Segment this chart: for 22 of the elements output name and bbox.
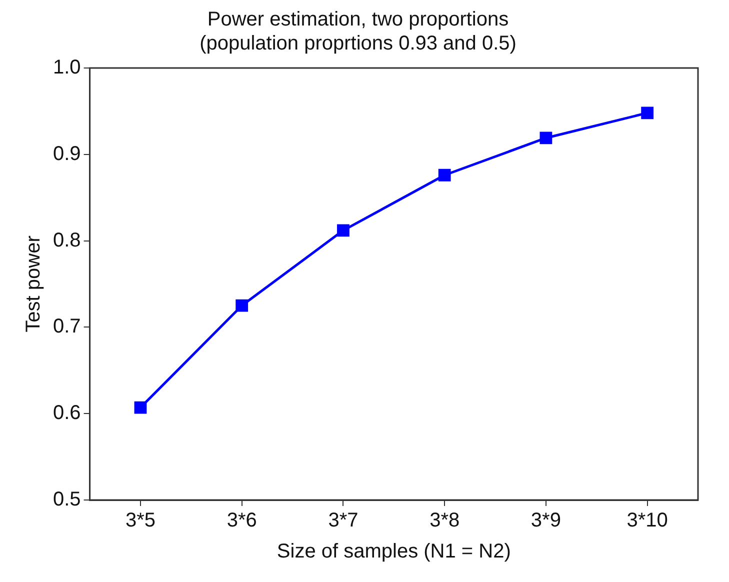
x-tick-label: 3*5: [125, 510, 156, 532]
text: (population proprtions 0.93 and 0.5): [200, 32, 516, 55]
x-tick-label: 3*6: [226, 510, 257, 532]
y-tick-label: 0.5: [52, 488, 81, 511]
y-tick-label: 0.6: [52, 402, 81, 424]
point: [337, 224, 350, 237]
y-tick-label: 0.7: [52, 316, 81, 338]
x-tick-label: 3*8: [430, 510, 460, 532]
x-tick-label: 3*10: [626, 510, 668, 532]
point: [438, 168, 451, 182]
x-axis-title: Size of samples (N1 = N2): [276, 540, 511, 563]
point: [540, 132, 552, 144]
point: [236, 299, 248, 312]
point: [641, 106, 654, 120]
y-tick-label: 0.8: [52, 229, 81, 252]
point: [134, 401, 147, 414]
x-tick-label: 3*7: [328, 510, 358, 532]
y-tick-label: 0.9: [52, 142, 81, 165]
x-tick-label: 3*9: [530, 510, 561, 532]
y-tick-label: 1.0: [52, 56, 81, 79]
text: Power estimation, two proportions: [207, 8, 509, 31]
y-axis-title: Test power: [22, 235, 45, 332]
